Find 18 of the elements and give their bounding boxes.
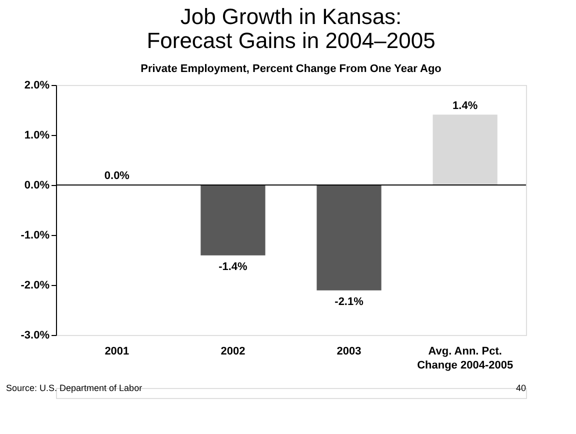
- y-tick-label: 2.0%: [24, 80, 50, 92]
- data-label: -1.4%: [218, 261, 248, 273]
- text: 40: [516, 383, 526, 393]
- data-label: 0.0%: [104, 170, 130, 182]
- y-tick-label: -3.0%: [20, 330, 50, 342]
- y-tick-label: -1.0%: [20, 230, 50, 242]
- data-label: -2.1%: [334, 296, 364, 308]
- y-tick-label: -2.0%: [20, 280, 50, 292]
- x-tick-label: 2001: [104, 346, 130, 358]
- x-tick-label: 2003: [336, 346, 362, 358]
- y-tick-label: 1.0%: [24, 130, 50, 142]
- x-tick-label: 2002: [220, 346, 246, 358]
- x-tick-label: Avg. Ann. Pct. Change 2004-2005: [417, 346, 514, 372]
- data-label: 1.4%: [452, 100, 478, 112]
- chart-subtitle: Private Employment, Percent Change From One Year Ago: [140, 63, 442, 75]
- y-tick-label: 0.0%: [24, 180, 50, 192]
- source-note: Source: U.S. Department of Labor: [6, 383, 142, 393]
- chart-title: Job Growth in Kansas: Forecast Gains in 2004–2005: [146, 4, 436, 53]
